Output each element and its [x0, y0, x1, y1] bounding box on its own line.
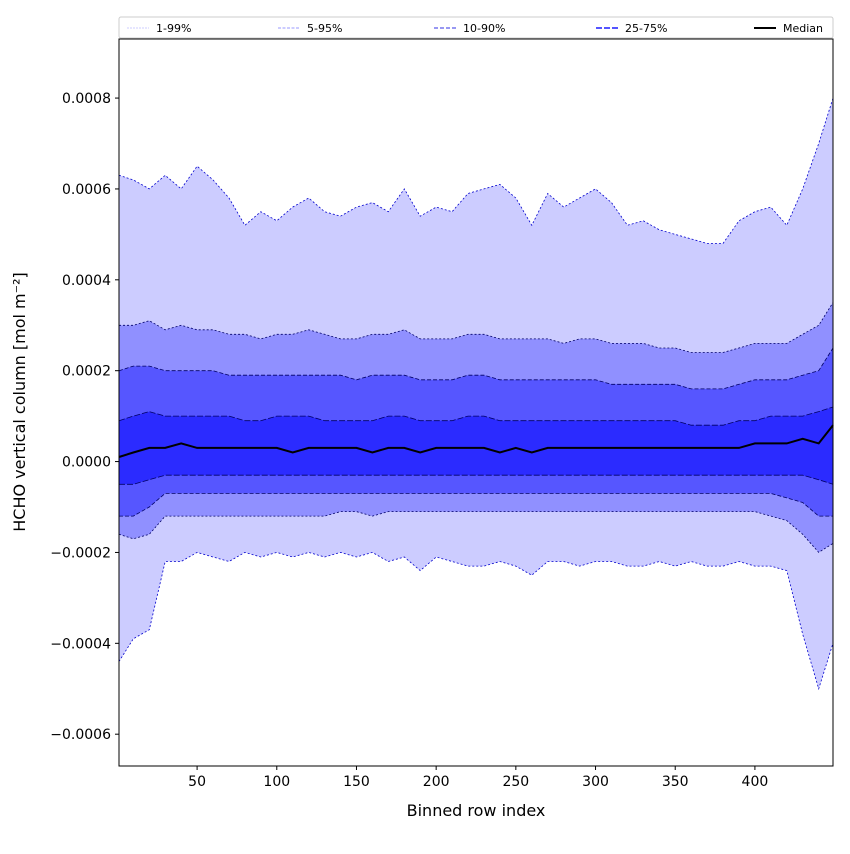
legend-box — [118, 16, 834, 39]
line-p10 — [119, 493, 833, 517]
legend-label: Median — [783, 22, 823, 35]
legend-item-1-99%: 1-99% — [127, 22, 191, 35]
x-tick-label: 300 — [582, 774, 609, 790]
x-tick-label: 350 — [662, 774, 689, 790]
y-tick-label: −0.0006 — [50, 727, 111, 743]
legend-item-Median: Median — [754, 22, 823, 35]
y-tick-label: 0.0006 — [62, 182, 111, 198]
y-tick-label: 0.0008 — [62, 91, 111, 107]
band-25-75% — [119, 407, 833, 485]
y-axis-label: HCHO vertical column [mol m⁻²] — [10, 272, 29, 531]
line-p95 — [119, 302, 834, 353]
y-tick-label: −0.0004 — [50, 636, 111, 652]
y-tick-label: 0.0000 — [62, 455, 111, 471]
legend: 1-99% 5-95% 10-90% 25-75% Median — [118, 16, 834, 39]
y-tick-label: 0.0004 — [62, 273, 111, 289]
legend-label: 25-75% — [625, 22, 667, 35]
x-axis-label: Binned row index — [407, 801, 546, 820]
y-axis: −0.0006 −0.0004 −0.0002 0.0000 0.0002 0.0004 0… — [50, 91, 119, 743]
legend-label: 5-95% — [307, 22, 342, 35]
x-tick-label: 50 — [188, 774, 206, 790]
x-tick-label: 200 — [423, 774, 450, 790]
line-p5 — [118, 511, 834, 553]
y-tick-label: 0.0002 — [62, 364, 111, 380]
x-tick-label: 150 — [343, 774, 370, 790]
y-tick-label: −0.0002 — [50, 545, 111, 561]
x-tick-label: 400 — [742, 774, 769, 790]
percentile-lines — [118, 97, 834, 691]
legend-item-5-95%: 5-95% — [278, 22, 342, 35]
x-tick-label: 250 — [502, 774, 529, 790]
x-tick-label: 100 — [263, 774, 290, 790]
line-p90 — [118, 347, 834, 390]
line-p99 — [118, 97, 834, 244]
line-p75 — [118, 406, 834, 426]
line-p25 — [119, 474, 834, 485]
line-median — [118, 424, 834, 458]
legend-item-25-75%: 25-75% — [596, 22, 667, 35]
legend-label: 10-90% — [463, 22, 505, 35]
percentile-bands — [119, 98, 833, 689]
legend-item-10-90%: 10-90% — [434, 22, 505, 35]
legend-label: 1-99% — [156, 22, 191, 35]
plot-frame — [118, 38, 834, 767]
x-axis: 50 100 150 200 250 300 350 400 — [188, 766, 768, 790]
line-p1 — [118, 551, 834, 691]
